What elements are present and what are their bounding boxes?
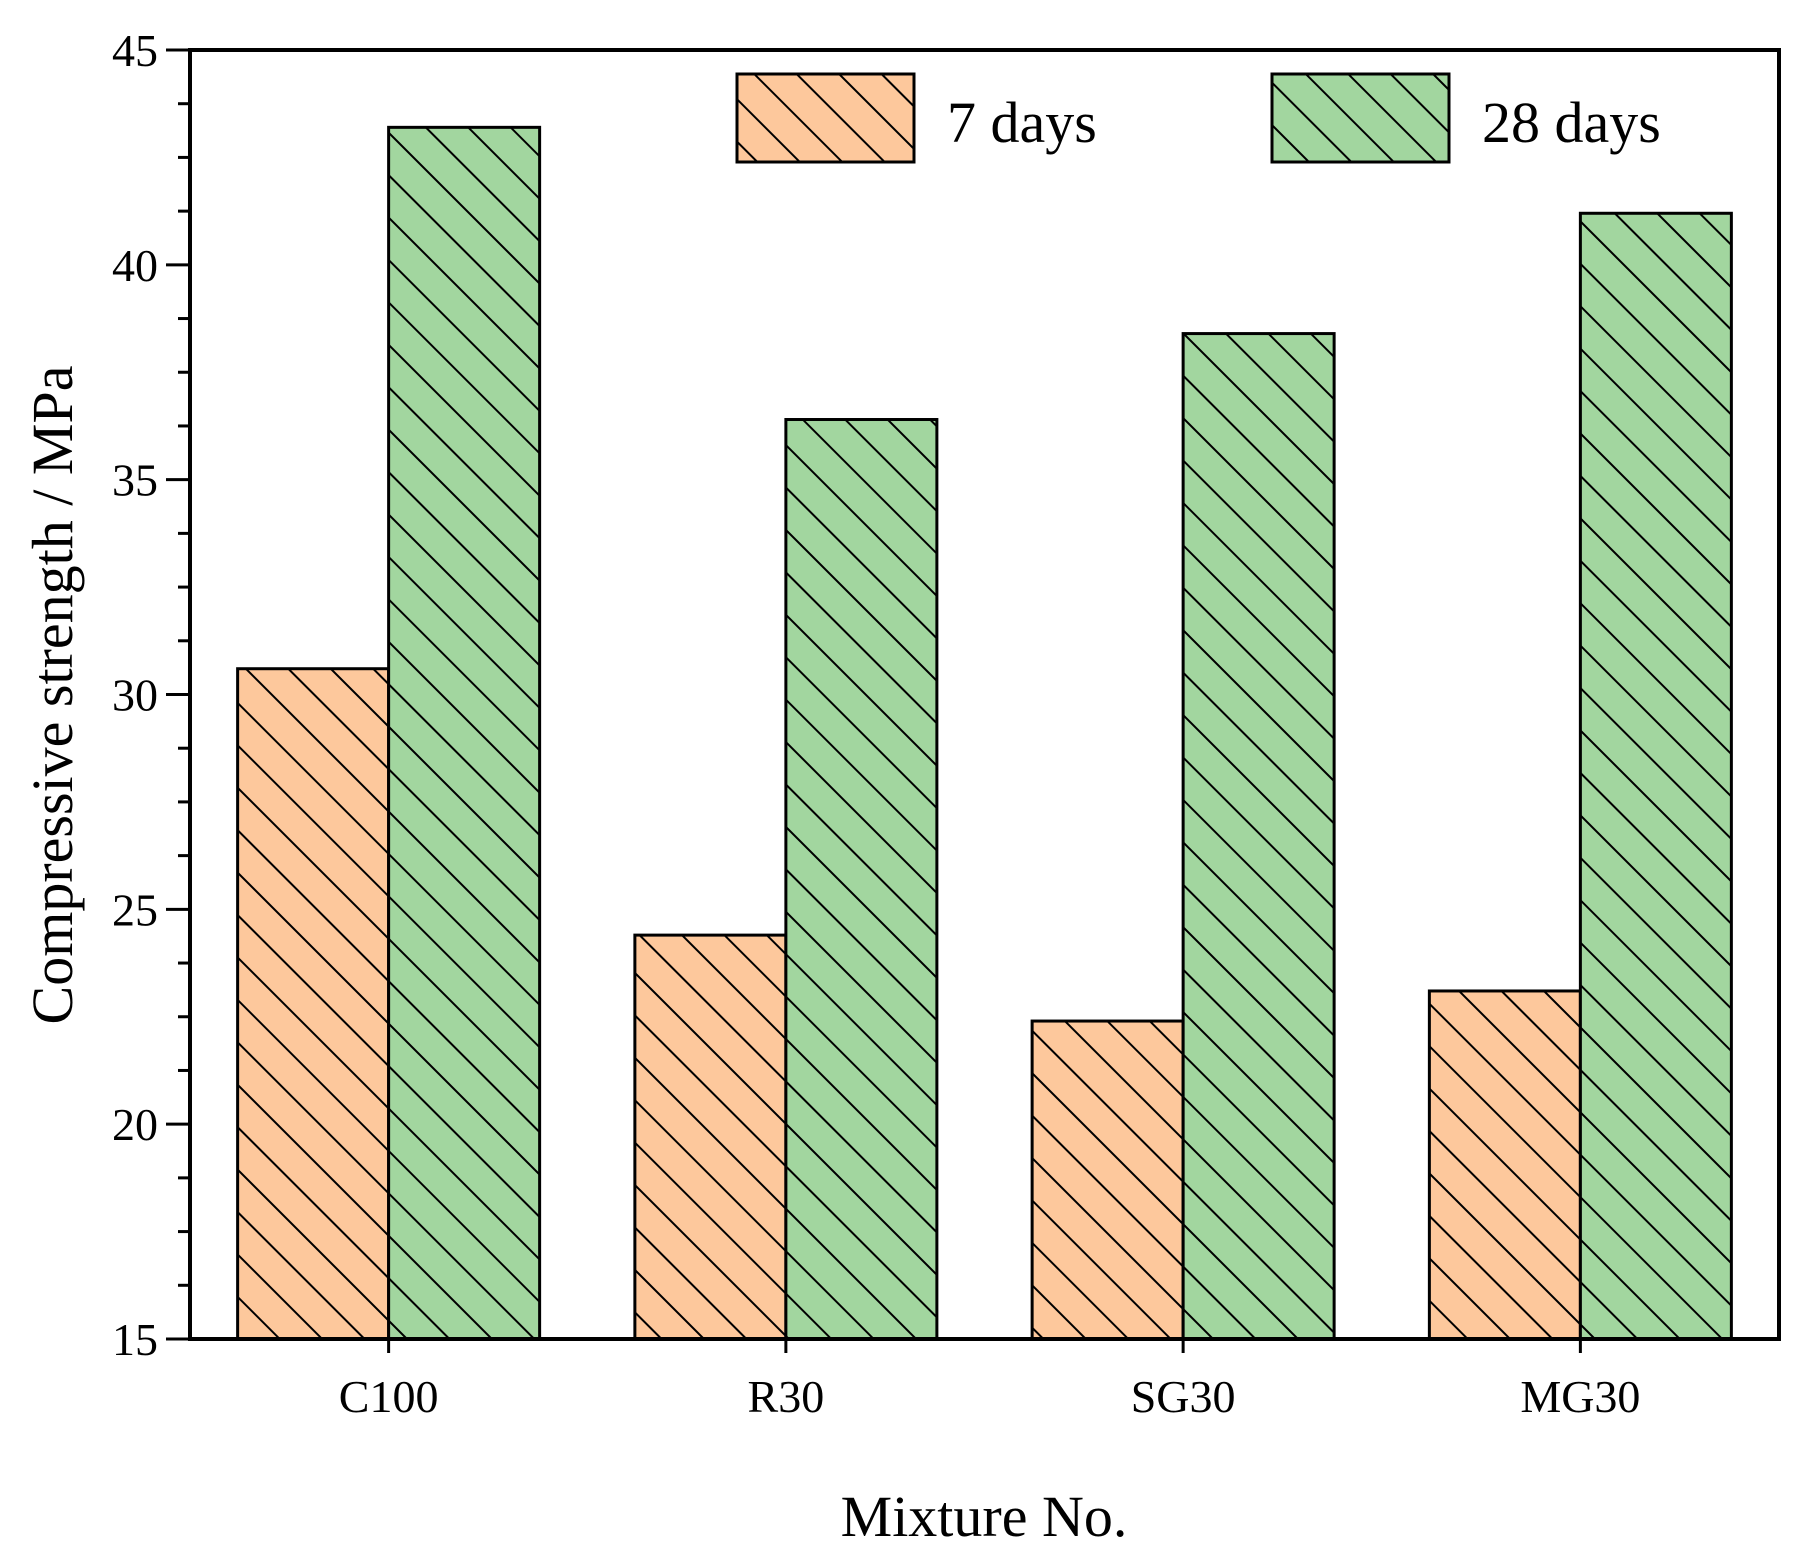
y-axis-ticks: 15 20 25 30 35 40 45	[112, 25, 190, 1365]
x-tick-label-sg30: SG30	[1131, 1371, 1236, 1422]
bar-r30-28-days	[784, 418, 939, 1341]
bars	[236, 125, 1733, 1341]
y-tick-label: 35	[112, 455, 158, 506]
legend-label-7-days: 7 days	[947, 90, 1097, 155]
y-tick-label: 20	[112, 1099, 158, 1150]
legend-swatch-7-days	[735, 72, 916, 164]
bar-mg30-7-days	[1427, 989, 1582, 1341]
y-tick-label: 30	[112, 670, 158, 721]
legend: 7 days 28 days	[735, 72, 1661, 164]
bar-r30-7-days	[633, 933, 788, 1341]
bar-sg30-7-days	[1030, 1019, 1185, 1341]
bar-c100-28-days	[387, 125, 542, 1341]
y-tick-label: 15	[112, 1314, 158, 1365]
y-tick-label: 45	[112, 25, 158, 76]
x-tick-label-c100: C100	[339, 1371, 439, 1422]
bar-mg30-28-days	[1578, 211, 1733, 1341]
x-axis-ticks: C100 R30 SG30 MG30	[339, 1339, 1640, 1422]
legend-label-28-days: 28 days	[1482, 90, 1661, 155]
plot-frame	[188, 48, 1781, 1341]
y-axis-title: Compressive strength / MPa	[20, 366, 85, 1025]
x-tick-label-r30: R30	[748, 1371, 825, 1422]
y-tick-label: 25	[112, 884, 158, 935]
bar-c100-7-days	[236, 667, 391, 1341]
legend-swatch-28-days	[1270, 72, 1451, 164]
bar-sg30-28-days	[1181, 332, 1336, 1341]
y-tick-label: 40	[112, 240, 158, 291]
x-axis-title: Mixture No.	[841, 1484, 1128, 1549]
x-tick-label-mg30: MG30	[1520, 1371, 1640, 1422]
